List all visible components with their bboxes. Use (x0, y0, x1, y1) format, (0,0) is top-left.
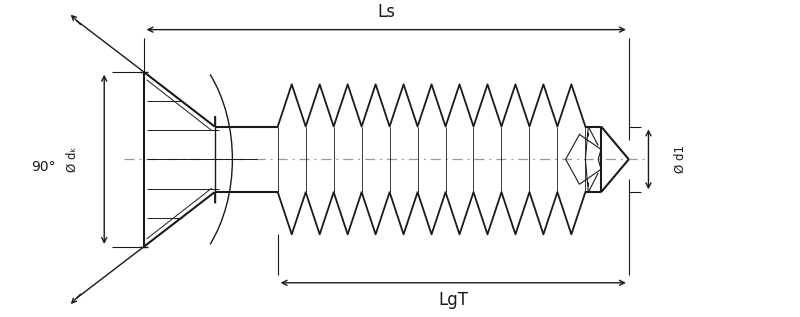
Text: LgT: LgT (438, 291, 468, 309)
Text: Ls: Ls (377, 3, 395, 22)
Text: Ø d1: Ø d1 (674, 145, 686, 173)
Text: Ø dₖ: Ø dₖ (66, 146, 79, 172)
Text: 90°: 90° (31, 160, 56, 174)
